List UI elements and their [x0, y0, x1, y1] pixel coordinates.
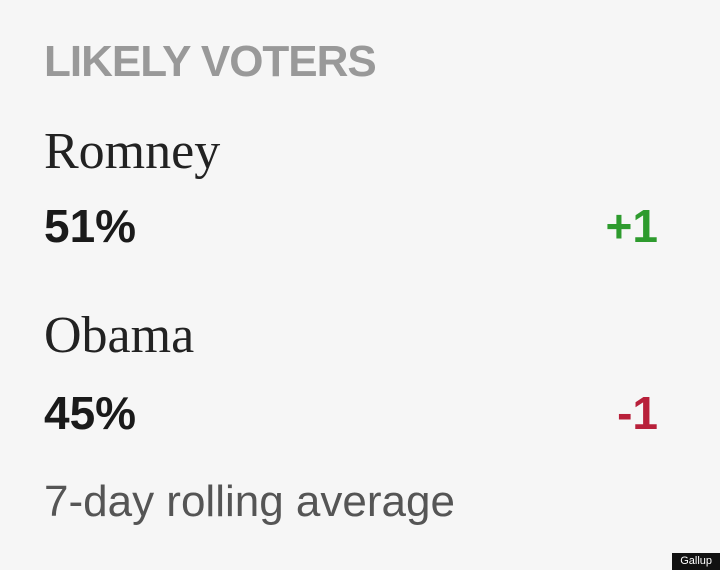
footnote-text: 7-day rolling average [44, 477, 455, 526]
candidate-change-romney: +1 [605, 200, 658, 252]
candidate-change-obama: -1 [617, 387, 658, 439]
panel-title: LIKELY VOTERS [44, 37, 377, 86]
candidate-name-obama: Obama [44, 307, 195, 364]
candidate-name-romney: Romney [44, 123, 221, 180]
candidate-percent-obama: 45% [44, 387, 137, 439]
photo-credit: Gallup [672, 552, 720, 570]
candidate-percent-romney: 51% [44, 200, 137, 252]
